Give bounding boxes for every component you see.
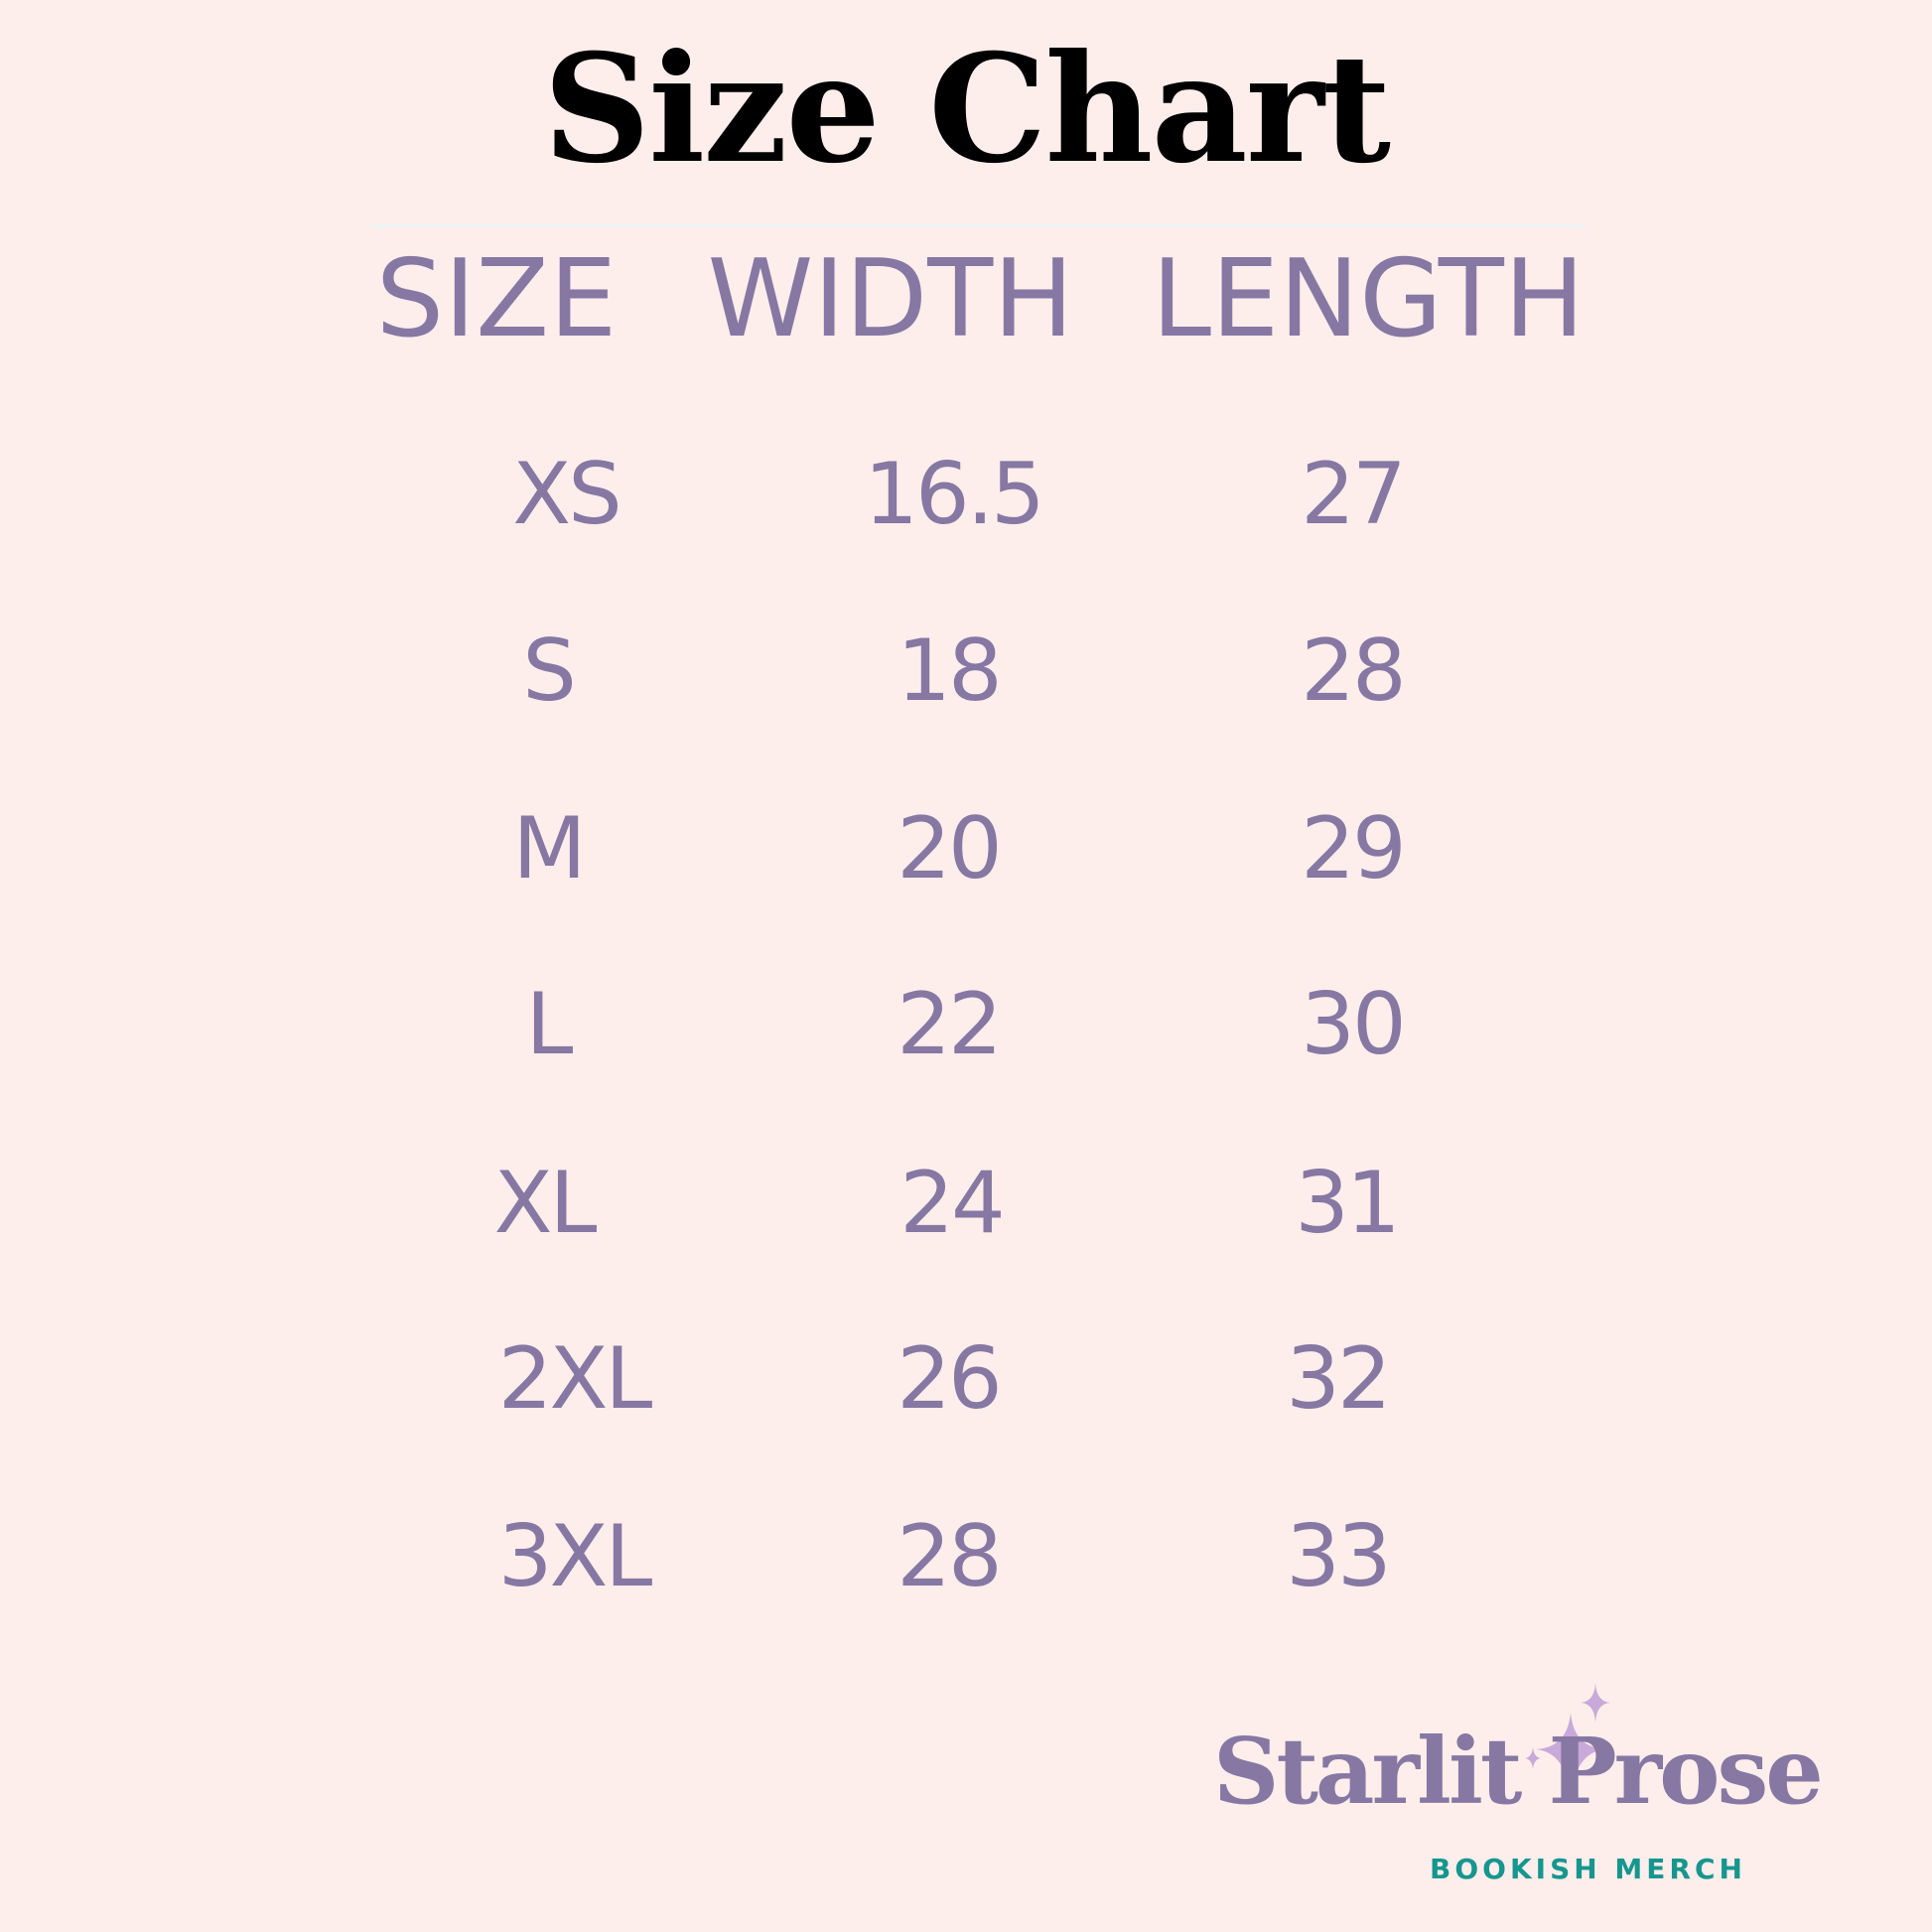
logo: Starlit Prose BOOKISH MERCH bbox=[1213, 1678, 1908, 1896]
cell-length: 32 bbox=[1286, 1329, 1391, 1429]
cell-width: 20 bbox=[897, 799, 1002, 898]
logo-tagline: BOOKISH MERCH bbox=[1430, 1853, 1746, 1885]
cell-width: 18 bbox=[897, 621, 1002, 721]
cell-size: 2XL bbox=[497, 1329, 653, 1429]
cell-size: 3XL bbox=[497, 1507, 653, 1606]
cell-size: XS bbox=[512, 445, 622, 544]
cell-length: 30 bbox=[1301, 975, 1406, 1074]
cell-width: 22 bbox=[897, 975, 1002, 1074]
cell-length: 28 bbox=[1301, 621, 1406, 721]
cell-size: S bbox=[522, 621, 577, 721]
cell-length: 29 bbox=[1301, 799, 1406, 898]
cell-width: 26 bbox=[897, 1329, 1002, 1429]
divider bbox=[369, 224, 1585, 227]
cell-size: L bbox=[525, 975, 574, 1074]
cell-length: 27 bbox=[1301, 445, 1406, 544]
cell-length: 33 bbox=[1286, 1507, 1391, 1606]
cell-size: XL bbox=[493, 1154, 598, 1253]
cell-size: M bbox=[512, 799, 586, 898]
header-width: WIDTH bbox=[707, 237, 1074, 361]
cell-width: 28 bbox=[897, 1507, 1002, 1606]
page-title: Size Chart bbox=[542, 22, 1391, 197]
cell-width: 24 bbox=[899, 1154, 1005, 1253]
cell-length: 31 bbox=[1295, 1154, 1400, 1253]
header-length: LENGTH bbox=[1151, 237, 1586, 361]
sparkle-stars-icon bbox=[1525, 1683, 1610, 1802]
cell-width: 16.5 bbox=[864, 445, 1044, 544]
logo-name: Starlit Prose bbox=[1213, 1718, 1824, 1825]
header-size: SIZE bbox=[375, 237, 618, 361]
